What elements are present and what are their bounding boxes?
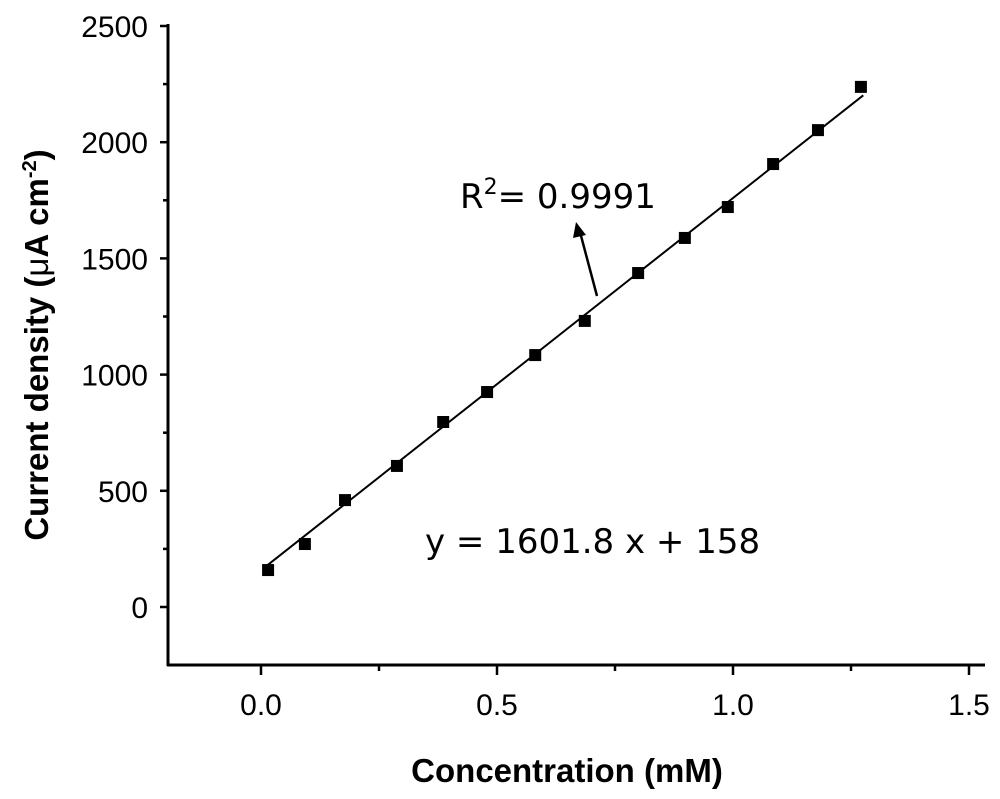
axes: 0.0 0.5 1.0 1.5 0 500 1000 1500 2000 2500 (81, 11, 990, 722)
y-tick-label: 2500 (81, 11, 148, 44)
x-tick-label: 0.5 (476, 689, 518, 722)
r-squared-annotation: R2= 0.9991 (460, 175, 656, 217)
data-point (578, 314, 591, 327)
data-point (767, 158, 780, 171)
fit-equation: y = 1601.8 x + 158 (425, 522, 760, 562)
y-tick-label: 2000 (81, 127, 148, 160)
x-axis-label: Concentration (mM) (411, 752, 723, 789)
data-point (632, 267, 645, 280)
fit-line-group (265, 94, 864, 568)
y-tick-label: 0 (131, 592, 148, 625)
data-point (390, 459, 403, 472)
data-point (811, 124, 824, 137)
fit-line (265, 94, 864, 568)
y-tick-label: 1000 (81, 360, 148, 393)
x-tick-label: 1.5 (948, 689, 990, 722)
data-point (339, 494, 352, 507)
annotation-arrow (573, 222, 599, 297)
data-point (678, 231, 691, 244)
data-point (437, 416, 450, 429)
data-points (262, 80, 867, 577)
y-tick-label: 1500 (81, 243, 148, 276)
x-tick-label: 1.0 (712, 689, 754, 722)
y-axis-label: Current density (μA cm-2) (18, 149, 55, 540)
x-tick-label: 0.0 (240, 689, 282, 722)
data-point (854, 80, 867, 93)
data-point (721, 201, 734, 214)
data-point (529, 349, 542, 362)
data-point (481, 386, 494, 399)
data-point (262, 564, 275, 577)
data-point (298, 538, 311, 551)
y-tick-label: 500 (98, 476, 148, 509)
